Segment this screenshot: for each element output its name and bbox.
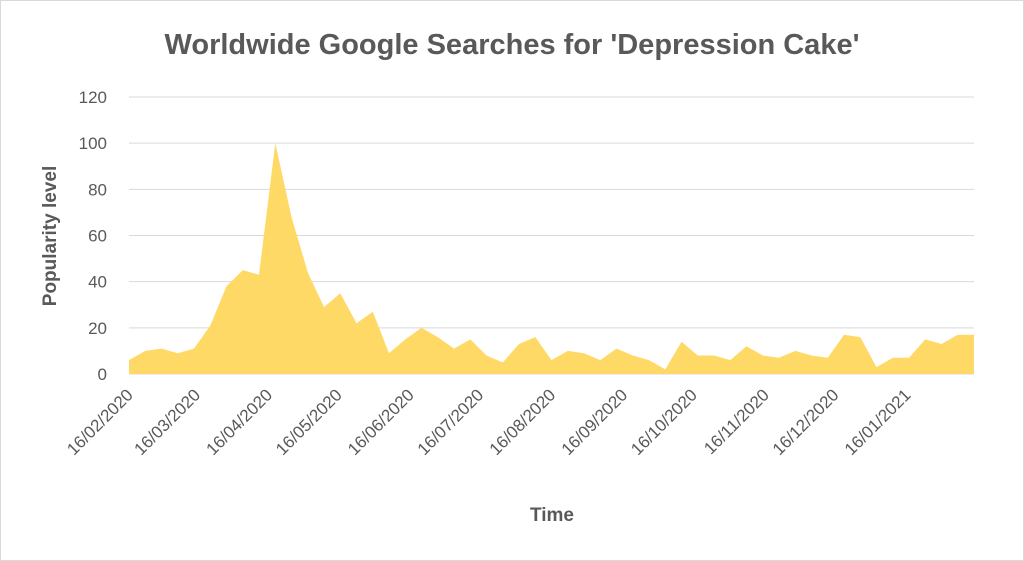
x-tick-label: 16/02/2020 <box>63 385 137 459</box>
x-tick-label: 16/03/2020 <box>131 385 205 459</box>
x-tick-label: 16/12/2020 <box>769 385 843 459</box>
x-tick-label: 16/06/2020 <box>344 385 418 459</box>
y-axis-ticks: 0 20 40 60 80 100 120 <box>79 88 107 384</box>
x-tick-label: 16/07/2020 <box>414 385 488 459</box>
y-tick-label: 80 <box>88 180 107 199</box>
y-tick-label: 40 <box>88 273 107 292</box>
y-tick-label: 120 <box>79 88 107 107</box>
x-axis-title: Time <box>530 505 574 526</box>
y-axis-title: Popularity level <box>40 166 61 306</box>
x-tick-label: 16/01/2021 <box>841 385 915 459</box>
chart-title: Worldwide Google Searches for 'Depressio… <box>165 29 860 61</box>
x-tick-label: 16/04/2020 <box>203 385 277 459</box>
x-axis-ticks: 16/02/202016/03/202016/04/202016/05/2020… <box>63 385 914 459</box>
x-tick-label: 16/08/2020 <box>486 385 560 459</box>
x-tick-label: 16/11/2020 <box>700 385 773 458</box>
y-tick-label: 100 <box>79 134 107 153</box>
area-series <box>129 143 974 374</box>
x-tick-label: 16/09/2020 <box>558 385 632 459</box>
y-tick-label: 20 <box>88 319 107 338</box>
x-tick-label: 16/05/2020 <box>272 385 346 459</box>
y-tick-label: 0 <box>98 365 107 384</box>
y-tick-label: 60 <box>88 227 107 246</box>
x-tick-label: 16/10/2020 <box>627 385 701 459</box>
